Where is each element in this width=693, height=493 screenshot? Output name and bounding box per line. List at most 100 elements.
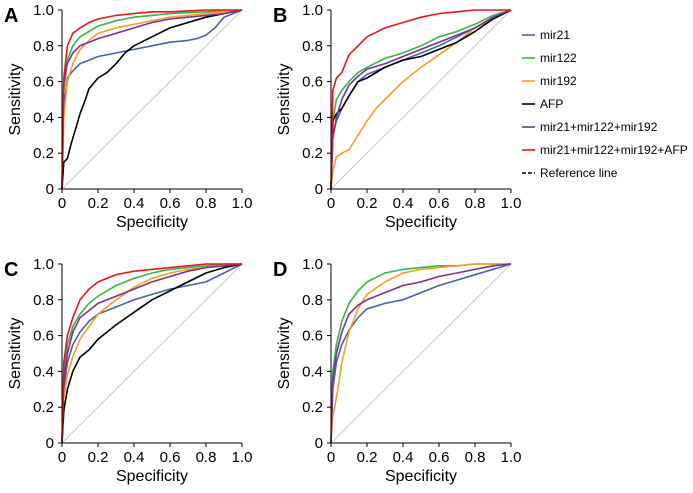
roc-curve-mir21-mir122-mir192-afp <box>61 263 242 444</box>
x-tick-label: 0.2 <box>88 195 109 212</box>
x-axis-title: Specificity <box>116 468 188 485</box>
x-tick-label: 0.2 <box>357 449 378 466</box>
roc-curve-mir21 <box>61 9 243 190</box>
x-tick-label: 0.6 <box>160 449 181 466</box>
roc-curve-mir122 <box>330 9 512 190</box>
roc-curve-mir21-mir122-mir192-afp <box>330 9 511 190</box>
panel-letter: B <box>273 5 287 27</box>
y-tick-label: 0.4 <box>302 363 323 380</box>
legend-label: AFP <box>540 97 563 111</box>
y-tick-label: 0.4 <box>33 363 54 380</box>
roc-curve-mir21 <box>61 263 243 444</box>
x-tick-label: 0 <box>327 195 335 212</box>
y-tick-label: 0.8 <box>302 292 323 309</box>
x-tick-label: 1.0 <box>501 449 522 466</box>
panel-A: A 0 0.2 0.4 0.6 0.8 1.0 0 0.2 0.4 0.6 0.8 1.0 Specifi… <box>4 2 252 231</box>
y-tick-label: 0.2 <box>302 399 323 416</box>
y-tick-label: 0 <box>315 181 323 198</box>
y-tick-label: 0.2 <box>33 145 54 162</box>
y-tick-label: 0.8 <box>33 292 54 309</box>
y-axis-title: Sensitivity <box>276 317 293 389</box>
x-tick-label: 1.0 <box>232 449 253 466</box>
y-tick-label: 0 <box>46 435 54 452</box>
y-axis-title: Sensitivity <box>276 63 293 135</box>
panel-letter: C <box>4 259 18 281</box>
legend-label: Reference line <box>540 166 618 180</box>
y-axis-title: Sensitivity <box>7 317 24 389</box>
x-tick-label: 0.4 <box>124 195 145 212</box>
y-tick-label: 0.6 <box>302 328 323 345</box>
y-tick-label: 1.0 <box>33 256 54 273</box>
x-axis-title: Specificity <box>116 214 188 231</box>
roc-curve-mir122 <box>61 263 242 444</box>
y-tick-label: 0.2 <box>33 399 54 416</box>
x-tick-label: 0.4 <box>124 449 145 466</box>
legend-label: mir192 <box>540 74 577 88</box>
x-tick-label: 0.6 <box>429 449 450 466</box>
legend-item: mir21+mir122+mir192+AFP <box>522 143 688 157</box>
roc-curve-mir192 <box>330 263 511 444</box>
x-tick-label: 0.6 <box>429 195 450 212</box>
x-axis-title: Specificity <box>385 468 457 485</box>
reference-line <box>330 9 512 190</box>
x-tick-label: 0 <box>327 449 335 466</box>
legend-label: mir21+mir122+mir192 <box>540 120 658 134</box>
legend-item: mir21 <box>522 28 570 42</box>
roc-curve-mir21-mir122-mir192 <box>330 263 512 444</box>
x-tick-label: 0.4 <box>393 449 414 466</box>
legend-label: mir21+mir122+mir192+AFP <box>540 143 688 157</box>
x-tick-label: 0.4 <box>393 195 414 212</box>
reference-line <box>61 9 243 190</box>
y-tick-label: 0.6 <box>33 74 54 91</box>
x-tick-label: 0.2 <box>88 449 109 466</box>
roc-curve-mir21-mir122-mir192 <box>61 263 243 444</box>
reference-line <box>61 263 243 444</box>
y-tick-label: 0 <box>315 435 323 452</box>
roc-curve-mir192 <box>330 9 512 190</box>
roc-curve-mir21-mir122-mir192-afp <box>61 9 242 190</box>
y-axis-title: Sensitivity <box>7 63 24 135</box>
legend: mir21 mir122 mir192 AFP mir21+mir122+mir192 m… <box>522 28 688 180</box>
legend-item: mir21+mir122+mir192 <box>522 120 658 134</box>
reference-line <box>330 263 512 444</box>
y-tick-label: 0.8 <box>33 38 54 55</box>
y-tick-label: 0.4 <box>302 109 323 126</box>
panel-D: D 0 0.2 0.4 0.6 0.8 1.0 0 0.2 0.4 0.6 0.8 1.0 Specifi… <box>273 256 521 485</box>
x-tick-label: 0.2 <box>357 195 378 212</box>
y-tick-label: 0.2 <box>302 145 323 162</box>
legend-label: mir21 <box>540 28 570 42</box>
y-tick-label: 0.8 <box>302 38 323 55</box>
roc-curve-afp <box>61 9 243 190</box>
x-tick-label: 0 <box>58 449 66 466</box>
legend-label: mir122 <box>540 51 577 65</box>
roc-curve-afp <box>61 263 243 444</box>
roc-curve-mir21-mir122-mir192 <box>330 9 512 190</box>
y-tick-label: 1.0 <box>302 256 323 273</box>
roc-curve-mir21 <box>330 263 512 444</box>
legend-item: AFP <box>522 97 563 111</box>
y-tick-label: 0 <box>46 181 54 198</box>
y-tick-label: 1.0 <box>302 2 323 19</box>
x-axis-title: Specificity <box>385 214 457 231</box>
x-tick-label: 0.6 <box>160 195 181 212</box>
x-tick-label: 1.0 <box>232 195 253 212</box>
roc-curve-mir21-mir122-mir192 <box>61 9 243 190</box>
x-tick-label: 0 <box>58 195 66 212</box>
roc-curve-mir122 <box>61 9 243 190</box>
y-tick-label: 0.4 <box>33 109 54 126</box>
panel-letter: A <box>4 5 18 27</box>
y-tick-label: 0.6 <box>302 74 323 91</box>
legend-item: mir192 <box>522 74 577 88</box>
panel-C: C 0 0.2 0.4 0.6 0.8 1.0 0 0.2 0.4 0.6 0.8 1.0 Specifi… <box>4 256 252 485</box>
panel-letter: D <box>273 259 287 281</box>
roc-curve-mir192 <box>61 9 243 190</box>
legend-item: mir122 <box>522 51 577 65</box>
y-tick-label: 1.0 <box>33 2 54 19</box>
y-tick-label: 0.6 <box>33 328 54 345</box>
x-tick-label: 0.8 <box>196 449 217 466</box>
legend-item: Reference line <box>522 166 618 180</box>
x-tick-label: 0.8 <box>465 449 486 466</box>
panel-B: B 0 0.2 0.4 0.6 0.8 1.0 0 0.2 0.4 0.6 0.8 1.0 Specifi… <box>273 2 521 231</box>
x-tick-label: 0.8 <box>465 195 486 212</box>
